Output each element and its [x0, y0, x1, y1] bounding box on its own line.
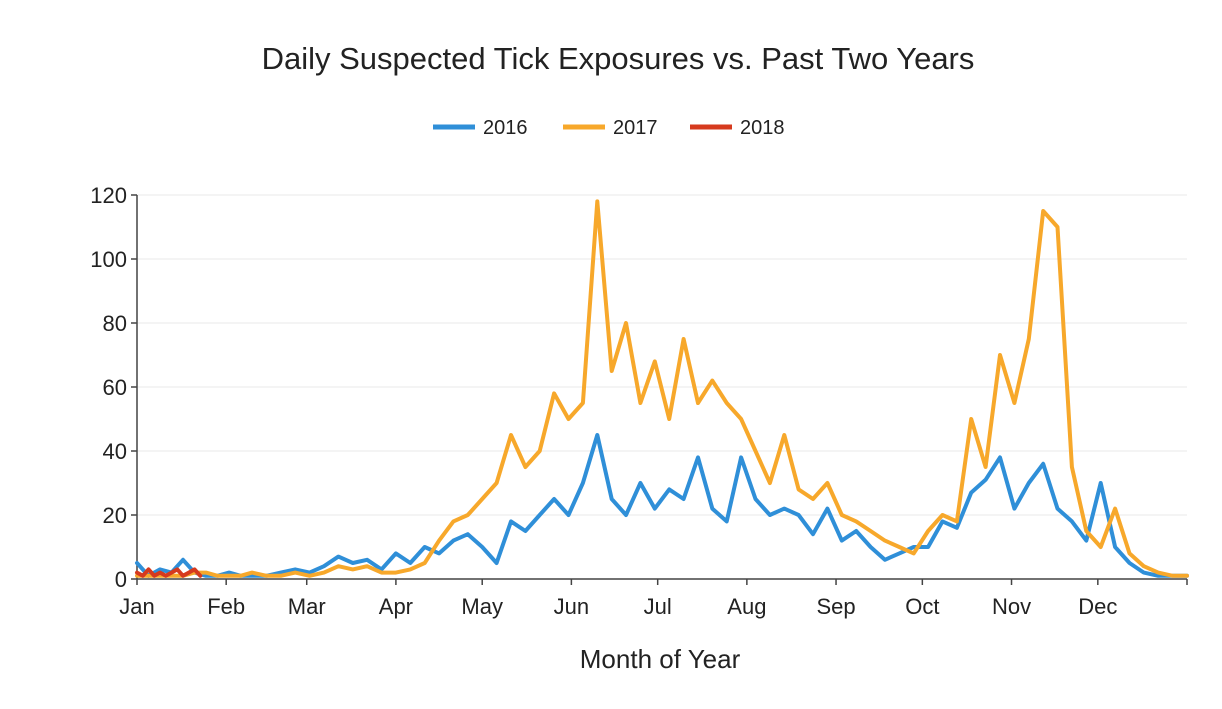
x-tick-label: Mar: [288, 594, 326, 619]
x-tick-label: May: [461, 594, 503, 619]
y-tick-label: 60: [103, 375, 127, 400]
x-tick-label: Oct: [905, 594, 939, 619]
x-tick-label: Nov: [992, 594, 1031, 619]
y-tick-label: 40: [103, 439, 127, 464]
x-tick-label: Apr: [379, 594, 413, 619]
series-line-2016: [135, 433, 1189, 578]
legend-label: 2018: [740, 117, 785, 139]
x-tick-label: Feb: [207, 594, 245, 619]
y-tick-label: 100: [90, 247, 127, 272]
gridlines: [137, 194, 1187, 516]
series-lines: [135, 199, 1189, 578]
chart-legend: 2016 2017 2018: [433, 117, 785, 139]
x-axis-label: Month of Year: [580, 644, 741, 674]
x-tick-label: Jul: [644, 594, 672, 619]
y-tick-label: 120: [90, 183, 127, 208]
legend-label: 2017: [613, 117, 658, 139]
x-tick-label: Jun: [554, 594, 589, 619]
axes: 0 20 40 60 80 100 120 Jan Feb Mar Apr May Jun Jul Aug S…: [90, 183, 1188, 619]
series-line-2018: [135, 567, 203, 578]
legend-label: 2016: [483, 117, 528, 139]
series-line-2017: [135, 199, 1189, 578]
x-tick-label: Aug: [727, 594, 766, 619]
y-tick-label: 20: [103, 503, 127, 528]
x-tick-label: Sep: [816, 594, 855, 619]
chart-title: Daily Suspected Tick Exposures vs. Past …: [262, 41, 975, 76]
y-tick-label: 80: [103, 311, 127, 336]
y-tick-label: 0: [115, 567, 127, 592]
x-tick-label: Jan: [119, 594, 154, 619]
x-tick-label: Dec: [1078, 594, 1117, 619]
